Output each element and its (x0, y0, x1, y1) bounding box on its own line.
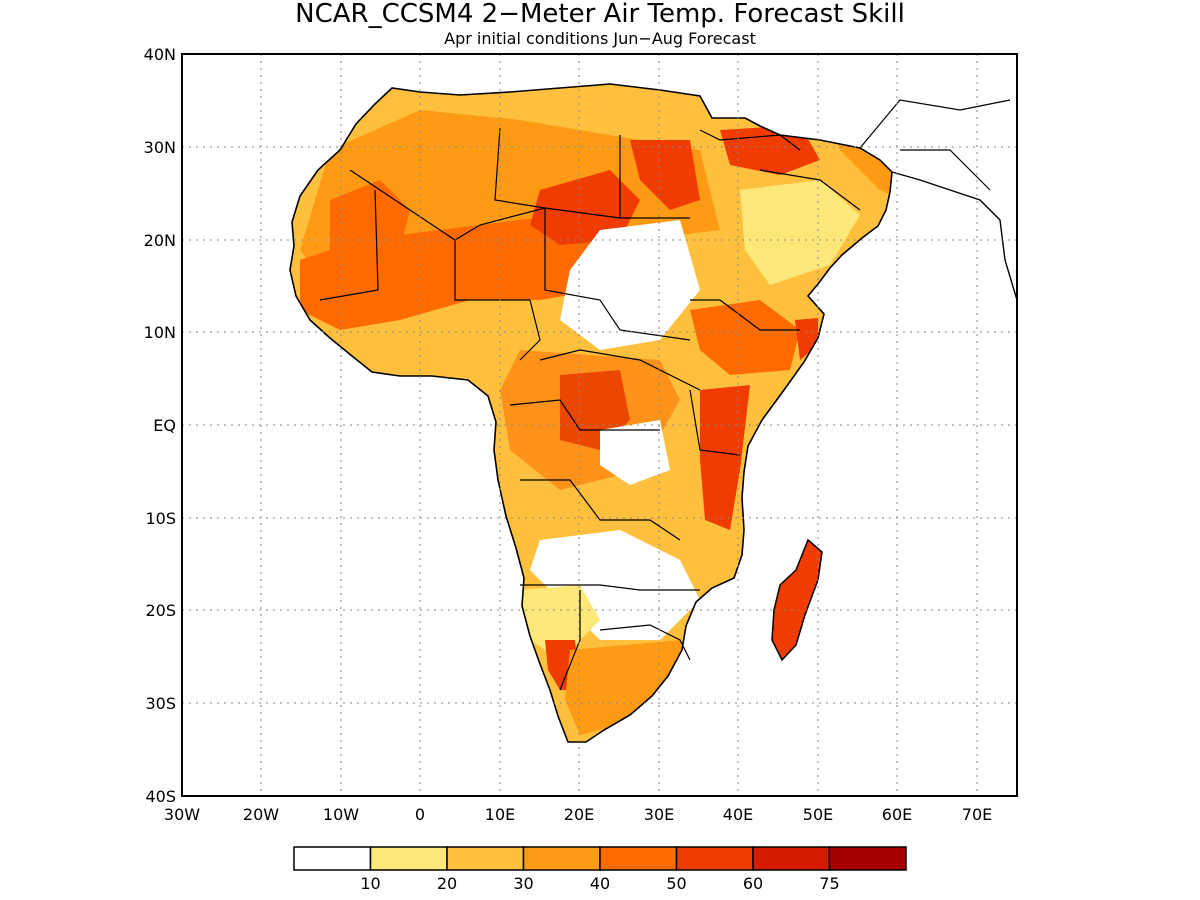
border-line (520, 584, 700, 591)
border-line (599, 624, 691, 661)
colorbar-label: 10 (360, 874, 380, 893)
lat-label: 30S (145, 694, 176, 713)
lat-label: 20N (144, 231, 176, 250)
border-line (454, 240, 530, 301)
country-borders (319, 99, 1011, 691)
map-title: NCAR_CCSM4 2−Meter Air Temp. Forecast Sk… (295, 0, 905, 29)
border-line (544, 208, 691, 341)
lat-label: 10N (144, 323, 176, 342)
border-line (859, 99, 1011, 149)
lon-label: 0 (415, 805, 425, 824)
lat-axis-labels: 40N 30N 20N 10N EQ 10S 20S 30S 40S (144, 45, 176, 806)
graticule (182, 54, 1017, 796)
lon-label: 40E (723, 805, 753, 824)
map-subtitle: Apr initial conditions Jun−Aug Forecast (444, 29, 756, 48)
lat-label: EQ (153, 416, 176, 435)
lon-label: 30E (644, 805, 674, 824)
border-line (319, 189, 379, 301)
central-sahara-core (530, 170, 640, 245)
colorbar-label: 20 (437, 874, 457, 893)
border-line (689, 389, 741, 456)
colorbar-swatch (599, 846, 678, 871)
colorbar-swatch (293, 846, 372, 871)
colorbar-swatch (369, 846, 448, 871)
colorbar-label: 50 (666, 874, 686, 893)
colorbar-label: 30 (513, 874, 533, 893)
arabia-shading (740, 180, 860, 285)
lon-label: 70E (962, 805, 992, 824)
border-line (509, 399, 660, 431)
lon-label: 50E (803, 805, 833, 824)
border-line (539, 349, 701, 391)
lon-label: 20E (564, 805, 594, 824)
colorbar-swatch (828, 846, 907, 871)
border-line (900, 149, 991, 191)
colorbar-swatch (675, 846, 754, 871)
border-line (519, 299, 541, 361)
border-line (559, 590, 581, 691)
lon-label: 60E (882, 805, 912, 824)
colorbar-label: 75 (819, 874, 839, 893)
lat-label: 10S (145, 509, 176, 528)
lon-axis-labels: 30W 20W 10W 0 10E 20E 30E 40E 50E 60E 70… (164, 805, 992, 824)
colorbar-label: 40 (590, 874, 610, 893)
colorbar-swatch (522, 846, 601, 871)
plot-area (181, 53, 1018, 797)
border-line (690, 299, 800, 331)
west-sahara-core (330, 180, 410, 280)
border-line (520, 479, 681, 541)
east-africa-core (700, 385, 750, 530)
colorbar-swatch (446, 846, 525, 871)
ethiopia-high (690, 300, 800, 375)
border-line (494, 127, 546, 209)
border-line (759, 169, 861, 211)
africa-coastline (289, 83, 893, 743)
lon-label: 10W (323, 805, 359, 824)
colorbar-swatch (752, 846, 831, 871)
lat-label: 30N (144, 138, 176, 157)
colorbar-label: 60 (743, 874, 763, 893)
lat-label: 40N (144, 45, 176, 64)
lon-label: 30W (164, 805, 200, 824)
central-low (600, 420, 670, 485)
egypt-core (630, 140, 700, 210)
asia-coastline (891, 171, 1018, 301)
lat-label: 20S (145, 601, 176, 620)
colorbar: 10 20 30 40 50 60 75 (293, 846, 907, 893)
east-africa-low (560, 220, 700, 350)
border-line (699, 129, 801, 151)
lon-label: 10E (485, 805, 515, 824)
plot-frame (181, 53, 1018, 797)
madagascar (771, 538, 823, 662)
lat-label: 40S (145, 787, 176, 806)
lon-label: 20W (243, 805, 279, 824)
